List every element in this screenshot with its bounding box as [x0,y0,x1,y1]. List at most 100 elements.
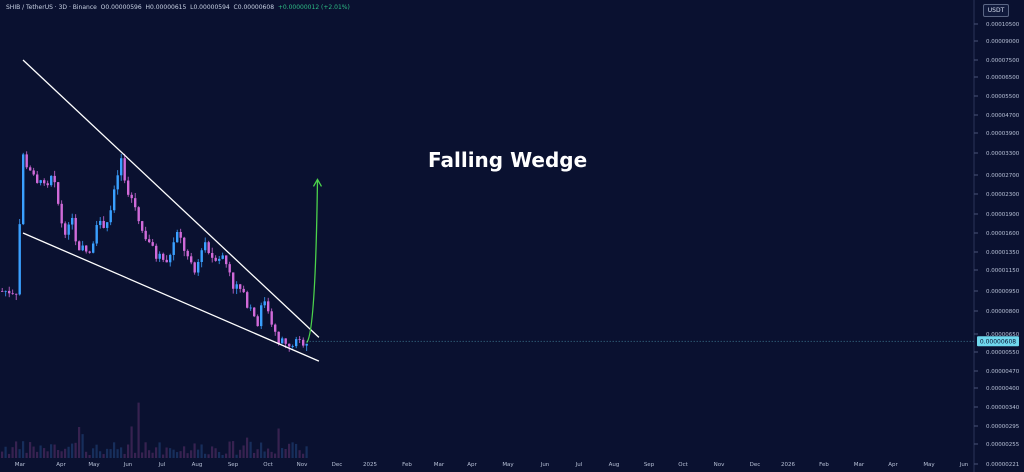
volume-bar [95,444,98,458]
price-tick-label: 0.00004700 [986,113,1020,119]
volume-bar [32,446,35,458]
candle-body [134,198,137,208]
open-label: O [100,4,106,11]
candle-body [288,343,291,347]
candle-body [298,339,301,340]
volume-bar [113,442,116,458]
volume-bar [162,454,165,458]
candle-body [183,237,186,251]
candle-body [1,291,4,292]
volume-bar [256,449,259,458]
time-tick-label: Jul [158,462,166,468]
volume-bar [197,449,200,458]
volume-bar [4,446,7,458]
price-tick-label: 0.00003300 [986,151,1020,157]
time-tick-label: May [502,462,514,468]
volume-bar [155,447,158,458]
volume-bar [102,454,105,458]
volume-bar [284,448,287,458]
candle-body [165,259,168,263]
candle-body [221,255,224,259]
volume-bar [109,449,112,458]
volume-bar [165,447,168,458]
candle-body [60,203,63,224]
candle-body [81,245,84,251]
time-tick-label: Apr [56,462,66,468]
price-tick-label: 0.00001350 [986,250,1020,256]
candle-body [50,175,53,186]
candle-body [39,180,42,183]
volume-bar [50,444,53,458]
price-tick-label: 0.00002700 [986,173,1020,179]
candle-body [85,245,88,252]
candle-body [260,305,263,327]
volume-bar [141,452,144,458]
candle-body [57,182,60,204]
candle-body [274,324,277,332]
volume-bar [225,453,228,458]
candle-body [190,256,193,263]
time-tick-label: Mar [15,462,26,468]
time-axis[interactable]: Mar Apr May Jun Jul Aug Sep Oct Nov Dec 2025 Feb Mar… [15,462,969,468]
candle-body [200,250,203,262]
low-value: 0.00000594 [193,4,230,11]
open-value: 0.00000596 [105,4,142,11]
price-tick-label: 0.00003900 [986,131,1020,137]
candle-body [225,255,228,265]
candle-body [53,175,56,183]
candle-body [256,316,259,327]
time-tick-label: Jun [123,462,133,468]
volume-bar [239,449,242,458]
time-tick-label: May [923,462,935,468]
lower-trendline[interactable] [22,232,320,362]
price-tick-label: 0.00000221 [986,462,1019,468]
candle-body [302,339,305,346]
price-tick-label: 0.00001900 [986,212,1020,218]
volume-bar [298,450,301,458]
price-tick-label: 0.00010500 [986,22,1020,28]
volume-bar [302,453,305,458]
high-value: 0.00000615 [150,4,187,11]
candle-body [92,243,95,253]
candle-body [179,232,182,238]
candle-body [67,224,70,235]
volume-bar [277,428,280,458]
time-tick-label: Jun [959,462,969,468]
candle-body [172,242,175,255]
close-value: 0.00000608 [237,4,275,11]
volume-bar [249,441,252,458]
candle-body [295,339,298,347]
candle-body [253,307,256,317]
candle-body [207,242,210,254]
volume-bar [218,451,221,458]
price-tick-label: 0.00002300 [986,192,1020,198]
volume-bar [43,448,46,458]
time-tick-label: Feb [402,462,412,468]
low-label: L [190,4,194,11]
candle-body [151,242,154,246]
volume-bar [29,442,32,458]
volume-bar [267,448,270,458]
time-tick-label: Jun [540,462,550,468]
volume-bar [221,454,224,458]
candle-body [18,224,21,295]
volume-bar [81,434,84,458]
candle-body [25,154,28,168]
volume-bar [214,448,217,458]
price-tick-label: 0.00000295 [986,424,1020,430]
volume-bar [137,402,140,458]
volume-bar [11,447,14,458]
volume-bar [85,451,88,458]
volume-bar [172,449,175,458]
volume-bar [144,442,147,458]
price-axis[interactable]: 0.00010500 0.00009000 0.00007500 0.00006500… [973,0,1020,472]
currency-button[interactable]: USDT [983,4,1009,17]
candle-body [116,175,119,190]
time-tick-label: Dec [750,462,761,468]
time-tick-label: Nov [714,462,725,468]
volume-bar [116,449,119,458]
upper-trendline[interactable] [22,59,320,338]
time-tick-label: Dec [332,462,343,468]
candle-body [46,183,49,186]
